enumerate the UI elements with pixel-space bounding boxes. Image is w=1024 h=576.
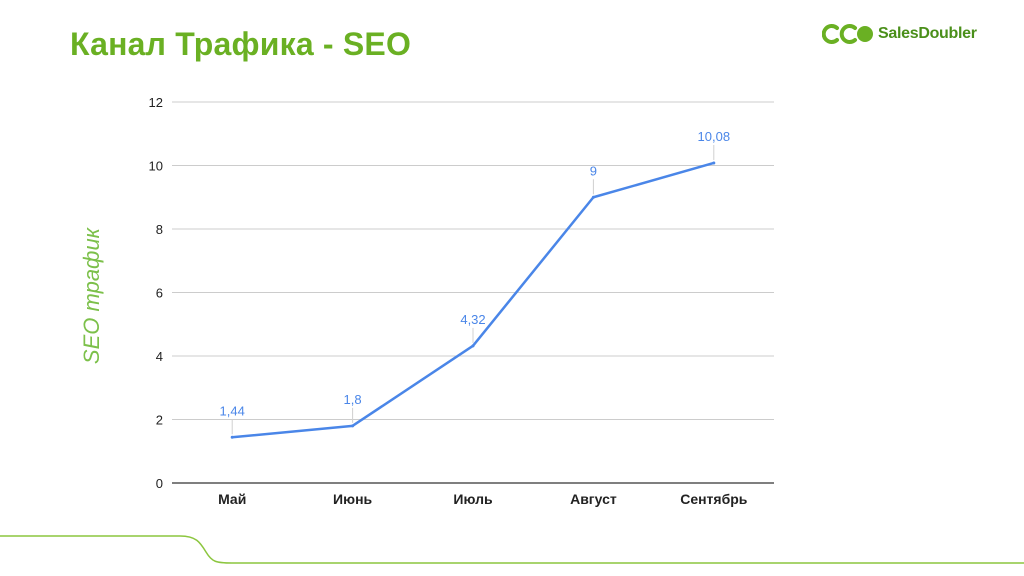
data-label: 10,08 [698,129,731,144]
y-tick-label: 6 [156,286,163,301]
x-tick-label: Май [218,491,246,507]
y-tick-label: 2 [156,413,163,428]
y-tick-label: 4 [156,349,163,364]
salesdoubler-logo: SalesDoubler [822,20,977,48]
data-point [471,344,475,348]
data-point [591,195,595,199]
x-tick-label: Сентябрь [680,491,748,507]
bottom-decoration [0,535,1024,564]
data-point [712,161,716,165]
logo-mark-icon [822,24,873,44]
y-tick-label: 0 [156,476,163,491]
y-tick-label: 8 [156,222,163,237]
data-point [351,424,355,428]
series-line [230,161,716,439]
data-label: 1,44 [220,403,245,418]
data-point [230,435,234,439]
y-tick-label: 12 [149,95,163,110]
data-label: 4,32 [460,312,485,327]
x-tick-label: Июль [453,491,493,507]
logo-text: SalesDoubler [878,25,977,42]
y-tick-label: 10 [149,159,163,174]
slide-title: Канал Трафика - SEO [70,26,412,62]
data-label: 1,8 [344,392,362,407]
x-tick-label: Август [570,491,617,507]
data-label: 9 [590,163,597,178]
x-tick-label: Июнь [333,491,372,507]
